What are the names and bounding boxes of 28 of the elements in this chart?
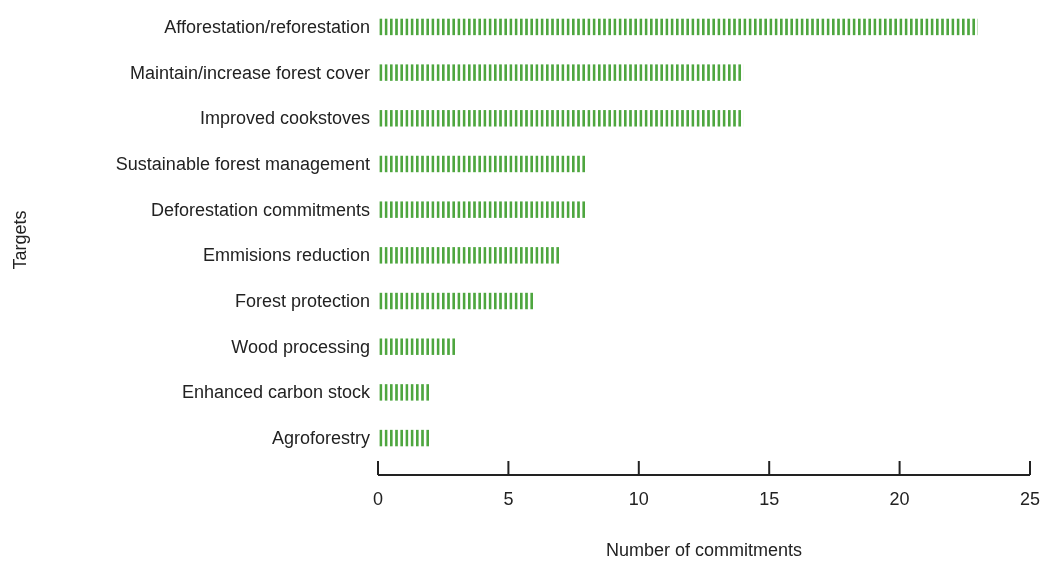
- y-tick-label: Wood processing: [231, 336, 370, 357]
- bar: [378, 384, 431, 401]
- y-tick-label: Sustainable forest management: [115, 153, 370, 174]
- y-tick-label: Emmisions reduction: [202, 245, 370, 266]
- x-tick-label: 5: [503, 489, 514, 509]
- x-tick-label: 0: [372, 489, 384, 509]
- y-tick-label: Afforestation/reforestation: [164, 16, 370, 37]
- bar: [378, 110, 744, 127]
- y-tick-label: Enhanced carbon stock: [181, 382, 371, 403]
- y-tick-label: Agroforestry: [271, 428, 370, 449]
- bar: [378, 338, 457, 355]
- x-tick-label: 10: [628, 489, 649, 509]
- bar: [378, 292, 535, 310]
- x-axis-title: Number of commitments: [605, 540, 803, 560]
- y-tick-label: Deforestation commitments: [150, 199, 370, 220]
- y-tick-label: Maintain/increase forest cover: [129, 62, 370, 83]
- bar: [378, 155, 587, 173]
- bar: [378, 429, 431, 447]
- bar: [378, 64, 744, 81]
- y-tick-label: Improved cookstoves: [199, 108, 370, 129]
- bar: [378, 247, 561, 264]
- x-tick-label: 20: [889, 489, 910, 509]
- x-tick-label: 25: [1019, 489, 1041, 509]
- bar: [378, 201, 587, 218]
- bar: [378, 18, 978, 36]
- y-axis-title: Targets: [10, 210, 30, 270]
- y-tick-label: Forest protection: [234, 291, 370, 312]
- x-tick-label: 15: [759, 489, 780, 509]
